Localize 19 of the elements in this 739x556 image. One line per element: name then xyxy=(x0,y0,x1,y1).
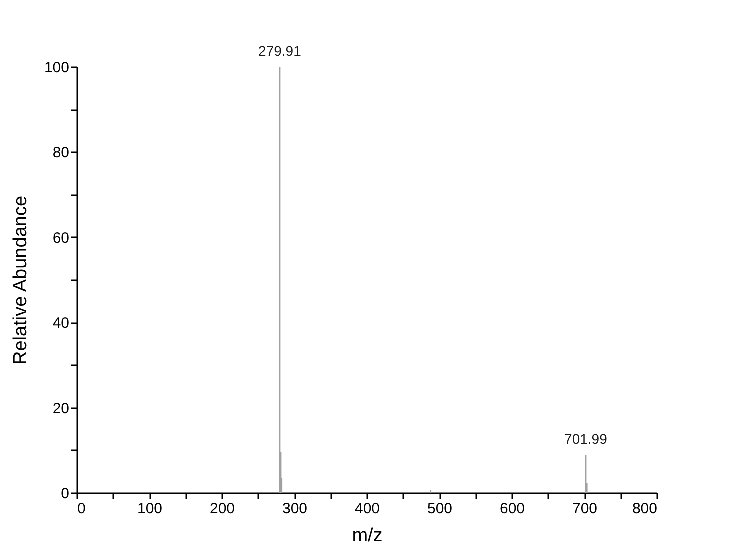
x-tick-label: 200 xyxy=(210,500,236,518)
y-tick-label: 60 xyxy=(52,230,70,247)
y-tick-label: 20 xyxy=(52,400,70,418)
x-tick-label: 800 xyxy=(632,500,658,518)
x-tick-label: 0 xyxy=(78,500,86,518)
x-tick-label: 500 xyxy=(427,500,453,518)
annotation: 279.91 xyxy=(258,43,302,59)
y-axis-title: Relative Abundance xyxy=(10,196,32,366)
y-tick-label: 40 xyxy=(52,315,70,332)
x-tick-label: 300 xyxy=(282,500,308,518)
x-tick-label: 600 xyxy=(500,500,526,518)
y-tick-label: 100 xyxy=(44,60,70,76)
y-tick-label: 80 xyxy=(52,144,70,162)
x-axis-title: m/z xyxy=(352,526,383,546)
annotation: 701.99 xyxy=(564,431,608,448)
y-tick-label: 0 xyxy=(61,486,70,502)
x-tick-label: 400 xyxy=(354,500,380,518)
x-tick-label: 700 xyxy=(572,500,598,518)
x-tick-label: 100 xyxy=(137,500,163,518)
